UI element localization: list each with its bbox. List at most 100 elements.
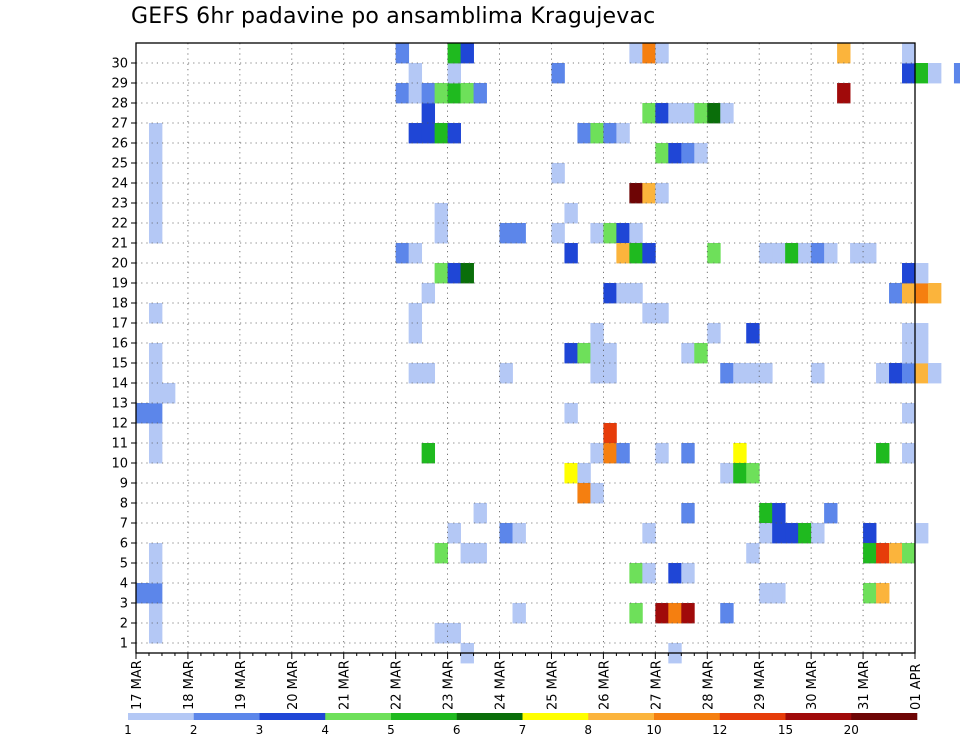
heatmap-cell (590, 123, 604, 144)
heatmap-cell (733, 443, 747, 464)
heatmap-cell (824, 243, 838, 264)
heatmap-cell (473, 503, 487, 524)
heatmap-cell (655, 603, 669, 624)
heatmap-cell (148, 603, 163, 624)
heatmap-cell (499, 363, 513, 384)
colorbar-segment (719, 713, 786, 720)
heatmap-cell (902, 343, 916, 364)
heatmap-cell (772, 523, 786, 544)
heatmap-cell (668, 143, 682, 164)
heatmap-cell (590, 223, 604, 244)
heatmap-cell (837, 83, 851, 104)
y-tick-label: 15 (111, 357, 128, 372)
heatmap-cell (759, 243, 773, 264)
heatmap-cell (668, 603, 682, 624)
colorbar-segment (456, 713, 523, 720)
heatmap-cell (408, 63, 423, 84)
heatmap-cell (642, 183, 656, 204)
y-tick-label: 30 (111, 57, 128, 72)
heatmap-cell (655, 43, 669, 64)
heatmap-cell (746, 363, 760, 384)
heatmap-cell (811, 243, 825, 264)
y-tick-label: 27 (111, 117, 128, 132)
y-tick-label: 2 (120, 617, 128, 632)
heatmap-cell (889, 363, 903, 384)
heatmap-cell (876, 583, 890, 604)
heatmap-cell (824, 503, 838, 524)
heatmap-cell (564, 203, 578, 224)
heatmap-cell (616, 243, 630, 264)
heatmap-cell (499, 523, 513, 544)
heatmap-cell (512, 223, 526, 244)
heatmap-cell (915, 263, 929, 284)
x-tick-label: 21 MAR (338, 660, 353, 710)
y-tick-label: 24 (111, 177, 128, 192)
heatmap-cell (915, 523, 929, 544)
heatmap-cell (421, 123, 436, 144)
colorbar-label: 6 (453, 723, 461, 737)
heatmap-cell (772, 583, 786, 604)
heatmap-cell (668, 563, 682, 584)
heatmap-cell (603, 363, 617, 384)
heatmap-cell (148, 443, 163, 464)
heatmap-cell (148, 163, 163, 184)
y-tick-label: 8 (120, 497, 128, 512)
heatmap-cell (915, 283, 929, 304)
heatmap-cell (915, 323, 929, 344)
heatmap-cell (915, 343, 929, 364)
heatmap-cell (746, 543, 760, 564)
heatmap-cell (434, 623, 448, 644)
x-tick-label: 28 MAR (701, 660, 716, 710)
heatmap-cell (421, 443, 436, 464)
heatmap-cell (681, 103, 695, 124)
heatmap-cell (629, 243, 643, 264)
x-tick-label: 19 MAR (234, 660, 249, 710)
y-tick-label: 9 (120, 477, 128, 492)
y-tick-label: 7 (120, 517, 128, 532)
colorbar-label: 2 (190, 723, 198, 737)
heatmap-cell (681, 563, 695, 584)
heatmap-cell (551, 163, 565, 184)
heatmap-cell (408, 123, 423, 144)
x-tick-label: 25 MAR (545, 660, 560, 710)
heatmap-cell (655, 183, 669, 204)
colorbar-label: 15 (778, 723, 793, 737)
heatmap-cell (460, 263, 474, 284)
heatmap-cell (798, 243, 812, 264)
heatmap-cell (408, 243, 423, 264)
y-tick-label: 13 (111, 397, 128, 412)
heatmap-cell (603, 443, 617, 464)
heatmap-cell (707, 323, 721, 344)
colorbar-label: 8 (584, 723, 592, 737)
heatmap-cell (564, 463, 578, 484)
heatmap-cell (681, 343, 695, 364)
y-tick-label: 20 (111, 257, 128, 272)
x-tick-label: 27 MAR (649, 660, 664, 710)
heatmap-cell (460, 43, 474, 64)
heatmap-cell (681, 503, 695, 524)
heatmap-cell (902, 43, 916, 64)
heatmap-cell (434, 203, 448, 224)
heatmap-cell (148, 183, 163, 204)
heatmap-cell (460, 543, 474, 564)
heatmap-cell (564, 243, 578, 264)
heatmap-cell (902, 63, 916, 84)
heatmap-cell (590, 483, 604, 504)
heatmap-cell (707, 243, 721, 264)
heatmap-cell (642, 523, 656, 544)
heatmap-cell (136, 583, 150, 604)
heatmap-cell (629, 43, 643, 64)
grid-lines (136, 43, 915, 653)
heatmap-cell (148, 563, 163, 584)
x-tick-label: 01 APR (909, 664, 924, 710)
heatmap-cell (629, 603, 643, 624)
heatmap-cell (642, 43, 656, 64)
heatmap-cell (408, 363, 423, 384)
heatmap-cell (616, 443, 630, 464)
heatmap-cell (148, 363, 163, 384)
heatmap-cell (953, 63, 960, 84)
y-tick-label: 3 (120, 597, 128, 612)
heatmap-cell (694, 343, 708, 364)
y-tick-label: 1 (120, 637, 128, 652)
y-tick-label: 14 (111, 377, 128, 392)
